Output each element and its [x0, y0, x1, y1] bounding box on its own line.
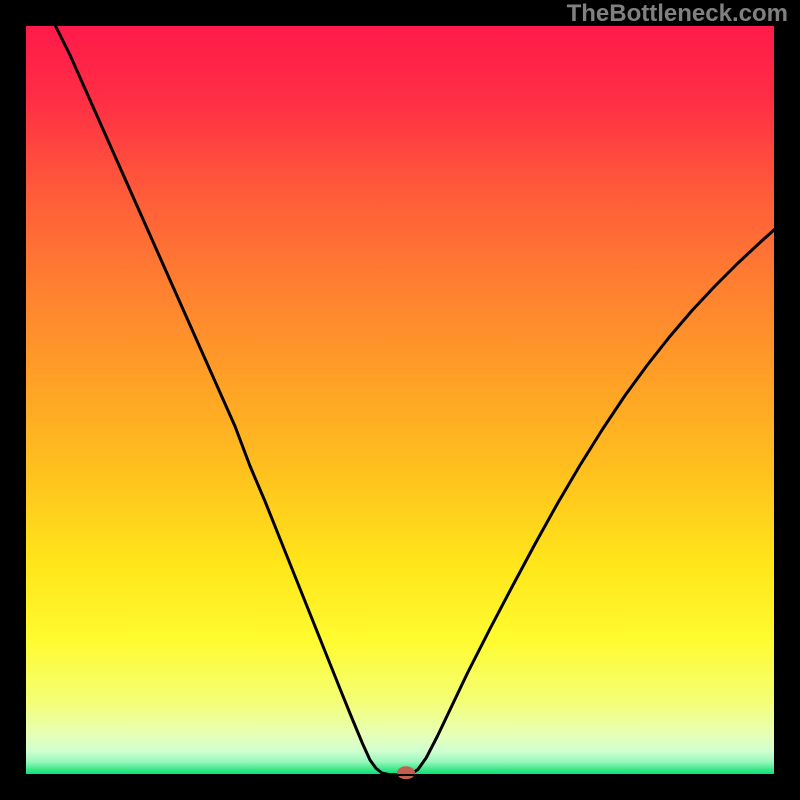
plot-background [25, 25, 775, 775]
chart-svg [0, 0, 800, 800]
watermark-text: TheBottleneck.com [567, 0, 788, 28]
chart-frame: TheBottleneck.com [0, 0, 800, 800]
minimum-marker [397, 766, 415, 779]
